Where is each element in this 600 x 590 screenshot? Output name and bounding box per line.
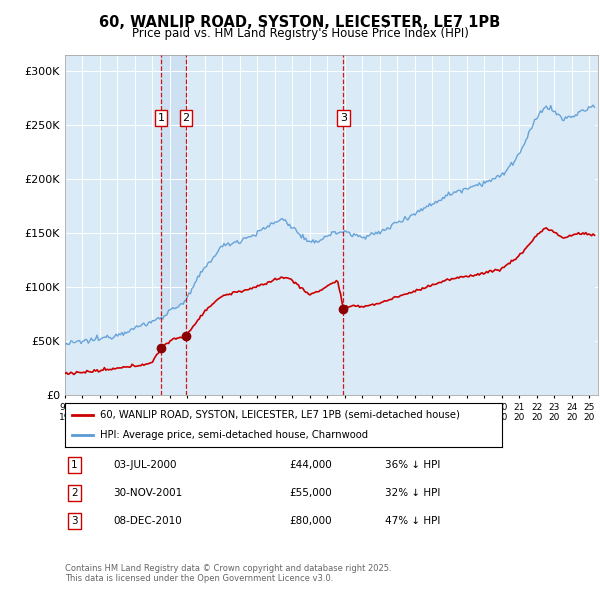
Text: 03-JUL-2000: 03-JUL-2000 xyxy=(113,460,176,470)
Text: £55,000: £55,000 xyxy=(289,488,332,498)
Text: 3: 3 xyxy=(71,516,78,526)
Text: HPI: Average price, semi-detached house, Charnwood: HPI: Average price, semi-detached house,… xyxy=(100,430,368,440)
Text: 60, WANLIP ROAD, SYSTON, LEICESTER, LE7 1PB (semi-detached house): 60, WANLIP ROAD, SYSTON, LEICESTER, LE7 … xyxy=(100,410,460,420)
Text: 3: 3 xyxy=(340,113,347,123)
Text: 1: 1 xyxy=(71,460,78,470)
Text: 2: 2 xyxy=(71,488,78,498)
Text: 1: 1 xyxy=(158,113,164,123)
Text: £44,000: £44,000 xyxy=(289,460,332,470)
Bar xyxy=(161,55,186,395)
Text: 32% ↓ HPI: 32% ↓ HPI xyxy=(385,488,440,498)
Text: 47% ↓ HPI: 47% ↓ HPI xyxy=(385,516,440,526)
Text: Contains HM Land Registry data © Crown copyright and database right 2025.
This d: Contains HM Land Registry data © Crown c… xyxy=(65,563,392,583)
Text: Price paid vs. HM Land Registry's House Price Index (HPI): Price paid vs. HM Land Registry's House … xyxy=(131,27,469,40)
Text: 2: 2 xyxy=(182,113,190,123)
Text: 30-NOV-2001: 30-NOV-2001 xyxy=(113,488,182,498)
Text: £80,000: £80,000 xyxy=(289,516,331,526)
Text: 08-DEC-2010: 08-DEC-2010 xyxy=(113,516,182,526)
Text: 60, WANLIP ROAD, SYSTON, LEICESTER, LE7 1PB: 60, WANLIP ROAD, SYSTON, LEICESTER, LE7 … xyxy=(100,15,500,30)
Text: 36% ↓ HPI: 36% ↓ HPI xyxy=(385,460,440,470)
